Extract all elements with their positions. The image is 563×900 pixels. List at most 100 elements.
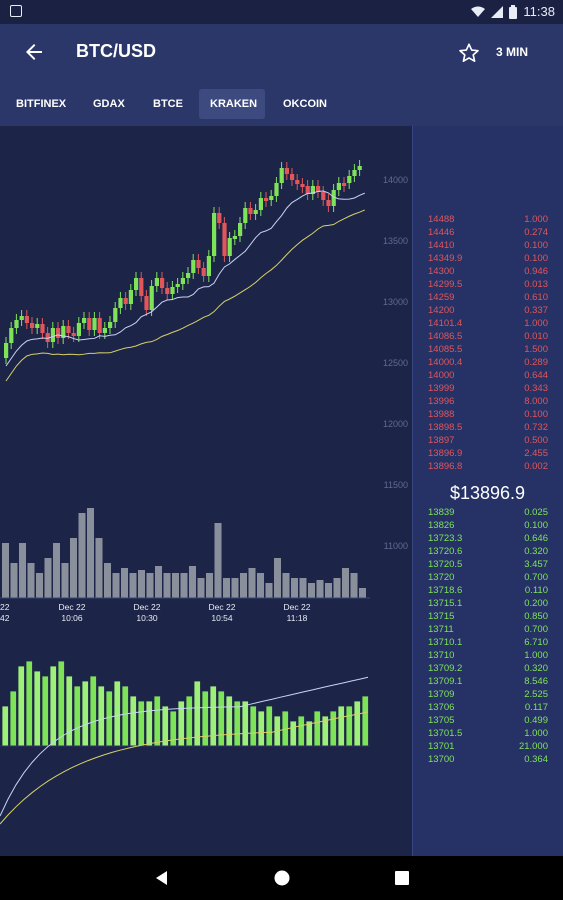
candle-body (82, 318, 87, 323)
candle-body (14, 320, 19, 328)
volume-bar (248, 568, 256, 598)
ask-row: 14349.9 0.100 (428, 253, 548, 265)
ask-price: 13896.9 (428, 448, 463, 459)
ask-price: 13996 (428, 396, 455, 407)
candle-body (128, 290, 133, 304)
ask-price: 14446 (428, 227, 455, 238)
ask-price: 14086.5 (428, 331, 463, 342)
candle-body (134, 278, 139, 290)
tab-gdax[interactable]: GDAX (93, 98, 125, 110)
ask-quantity: 0.946 (524, 266, 548, 277)
volume-bar (36, 573, 43, 598)
bid-quantity: 1.000 (524, 728, 548, 739)
candle-body (310, 186, 315, 194)
time-label-date: Dec 22 (209, 602, 236, 612)
bid-quantity: 3.457 (524, 559, 548, 570)
oscillator-bar (145, 700, 153, 747)
candle-body (295, 180, 300, 184)
oscillator-bar (337, 705, 345, 747)
status-time: 11:38 (523, 4, 555, 19)
notification-icon (10, 5, 22, 17)
tab-kraken[interactable]: KRAKEN (199, 89, 265, 119)
ask-price: 14000 (428, 370, 455, 381)
oscillator-bar (137, 700, 145, 747)
oscillator-bar (249, 705, 257, 747)
nav-home-icon[interactable] (272, 868, 292, 888)
volume-bar (10, 563, 18, 598)
bid-quantity: 0.320 (524, 546, 548, 557)
bid-quantity: 0.100 (524, 520, 548, 531)
ask-row: 14000 0.644 (428, 370, 548, 382)
volume-bar (129, 573, 137, 598)
oscillator-bar (161, 705, 169, 747)
interval-selector[interactable]: 3 MIN (496, 45, 529, 59)
candle-body (92, 318, 97, 330)
ask-quantity: 2.455 (524, 448, 548, 459)
candle-body (290, 174, 295, 180)
price-axis-label: 12500 (383, 358, 408, 368)
time-label-date: Dec 22 (134, 602, 161, 612)
tab-bitfinex[interactable]: BITFINEX (16, 98, 67, 110)
candle-body (253, 210, 258, 214)
ask-quantity: 0.100 (524, 240, 548, 251)
battery-icon (509, 4, 518, 19)
candle-body (243, 208, 248, 223)
oscillator-bar (105, 690, 113, 747)
bid-quantity: 0.025 (524, 507, 548, 518)
ask-row: 13896.9 2.455 (428, 448, 548, 460)
ask-row: 14488 1.000 (428, 214, 548, 226)
ask-quantity: 0.002 (524, 461, 548, 472)
oscillator-bar (169, 710, 177, 747)
candle-body (165, 288, 170, 294)
ask-row: 14085.5 1.500 (428, 344, 548, 356)
tab-okcoin[interactable]: OKCOIN (283, 98, 327, 110)
bid-row: 13710 1.000 (428, 650, 548, 662)
bid-row: 13700 0.364 (428, 754, 548, 766)
tab-btce[interactable]: BTCE (153, 98, 183, 110)
status-bar: 11:38 (0, 0, 563, 24)
volume-bar (197, 578, 205, 598)
ask-quantity: 0.100 (524, 253, 548, 264)
chart-pane[interactable]: 14000 13500 13000 12500 12000 11500 11000 22 42… (0, 126, 412, 856)
oscillator-bar (81, 680, 89, 747)
volume-bar (299, 578, 307, 598)
bid-row: 13705 0.499 (428, 715, 548, 727)
ask-row: 14200 0.337 (428, 305, 548, 317)
oscillator-bar (257, 710, 265, 747)
bid-quantity: 0.850 (524, 611, 548, 622)
ask-price: 14410 (428, 240, 455, 251)
bid-price: 13723.3 (428, 533, 463, 544)
nav-recents-icon[interactable] (392, 868, 412, 888)
ask-price: 14085.5 (428, 344, 463, 355)
candle-body (212, 213, 217, 256)
oscillator-bar (193, 680, 201, 747)
time-label-time: 10:06 (61, 613, 83, 623)
favorite-star-icon[interactable] (458, 42, 480, 64)
bid-row: 13710.1 6.710 (428, 637, 548, 649)
oscillator-bar (33, 670, 41, 747)
candle-body (342, 183, 347, 186)
ask-quantity: 0.100 (524, 409, 548, 420)
ask-price: 14299.5 (428, 279, 463, 290)
volume-bar (257, 573, 264, 598)
bid-quantity: 8.546 (524, 676, 548, 687)
volume-bar (274, 558, 281, 598)
oscillator-bar (121, 685, 129, 747)
volume-bar (138, 570, 145, 598)
price-chart[interactable]: 14000 13500 13000 12500 12000 11500 11000 2242… (0, 126, 412, 856)
bid-row: 13701 21.000 (428, 741, 548, 753)
price-axis-label: 11500 (384, 480, 408, 490)
candle-body (19, 316, 24, 320)
exchange-tabs: BITFINEX GDAX BTCE KRAKEN OKCOIN (0, 80, 563, 126)
back-arrow-icon[interactable] (22, 40, 46, 64)
ask-price: 13988 (428, 409, 455, 420)
moving-average-slow (5, 209, 366, 382)
candle-body (279, 168, 284, 183)
ask-row: 13897 0.500 (428, 435, 548, 447)
ask-row: 14446 0.274 (428, 227, 548, 239)
bid-quantity: 6.710 (524, 637, 548, 648)
ask-quantity: 0.274 (524, 227, 548, 238)
ask-quantity: 1.000 (524, 318, 548, 329)
nav-back-icon[interactable] (152, 868, 172, 888)
oscillator-line-fast (0, 676, 369, 817)
